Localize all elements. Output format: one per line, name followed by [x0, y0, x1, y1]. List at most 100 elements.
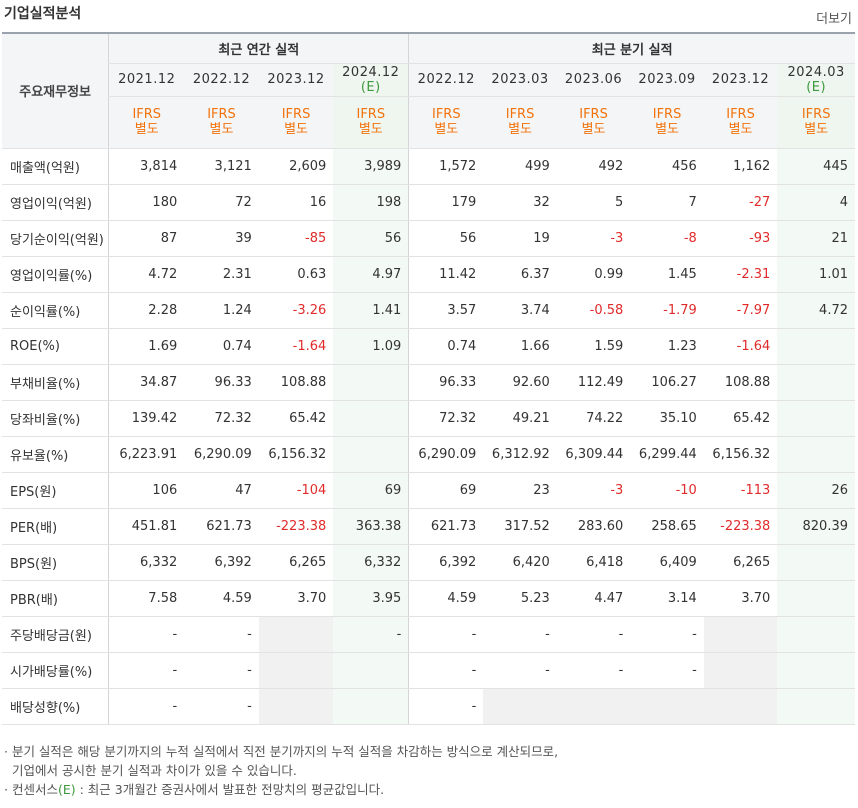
footnote-text: 분기 실적은 해당 분기까지의 누적 실적에서 직전 분기까지의 누적 실적을 … [11, 744, 559, 759]
table-cell: 3.57 [408, 292, 484, 329]
table-cell: 621.73 [184, 508, 259, 545]
table-cell: 72 [184, 184, 259, 221]
estimate-mark: (E) [806, 79, 827, 95]
table-cell: 6,265 [258, 544, 334, 581]
table-cell [556, 688, 631, 725]
table-cell: -104 [258, 471, 334, 509]
row-label: 배당성향(%) [2, 688, 109, 725]
quarterly-group-header: 최근 분기 실적 [408, 33, 855, 64]
table-row: 순이익률(%) 2.28 1.24 -3.26 1.41 3.57 3.74 -0.58 -1.… [2, 292, 855, 329]
table-cell: 49.21 [483, 400, 557, 437]
table-cell: - [408, 652, 484, 689]
corner-label: 주요재무정보 [2, 33, 109, 149]
table-cell: -1.64 [703, 328, 778, 365]
row-label: 주당배당금(원) [2, 615, 109, 653]
section-title: 기업실적분석 [4, 6, 82, 22]
table-cell: 26 [777, 471, 855, 509]
table-cell: 1.45 [630, 255, 704, 293]
more-link[interactable]: 더보기 [816, 12, 852, 27]
row-label: PER(배) [2, 508, 109, 545]
footnote-1: · 분기 실적은 해당 분기까지의 누적 실적에서 직전 분기까지의 누적 실적… [4, 744, 559, 759]
table-row: 당기순이익(억원) 87 39 -85 56 56 19 -3 -8 -93 21 [2, 220, 855, 257]
table-cell: 5.23 [483, 580, 557, 617]
table-cell: 0.74 [184, 328, 259, 365]
table-cell: 3,121 [184, 148, 259, 185]
table-cell [258, 652, 334, 689]
ifrs-basis-header: IFRS 별도 [408, 96, 484, 149]
table-cell: 108.88 [258, 363, 334, 401]
table-cell: 74.22 [556, 400, 631, 437]
table-cell: 6,290.09 [408, 436, 484, 473]
table-cell: 69 [408, 471, 484, 509]
table-cell: -85 [258, 220, 334, 257]
table-cell: 621.73 [408, 508, 484, 545]
table-cell: - [108, 688, 185, 725]
table-cell: 3,989 [333, 148, 409, 185]
table-cell: 4.47 [556, 580, 631, 617]
table-cell [333, 363, 409, 401]
table-cell: 258.65 [630, 508, 704, 545]
table-cell: 19 [483, 220, 557, 257]
table-cell: 11.42 [408, 255, 484, 293]
estimate-mark: (E) [57, 782, 76, 797]
table-cell: 6,312.92 [483, 436, 557, 473]
table-cell: -3 [556, 471, 631, 509]
footnotes: · 분기 실적은 해당 분기까지의 누적 실적에서 직전 분기까지의 누적 실적… [4, 742, 558, 799]
table-header: 주요재무정보 최근 연간 실적 최근 분기 실적 2021.12 2022.12 2… [2, 33, 855, 149]
table-cell [777, 652, 855, 689]
table-cell [483, 688, 557, 725]
period-header: 2022.12 [184, 63, 259, 97]
table-cell [777, 544, 855, 581]
period-header: 2023.12 [258, 63, 334, 97]
table-cell: 6,156.32 [703, 436, 778, 473]
table-cell: - [556, 652, 631, 689]
table-cell [333, 436, 409, 473]
row-label: 시가배당률(%) [2, 652, 109, 689]
table-cell: 21 [777, 220, 855, 257]
table-row: PER(배) 451.81 621.73 -223.38 363.38 621.73 317… [2, 508, 855, 545]
table-cell: 47 [184, 471, 259, 509]
table-cell: 6,156.32 [258, 436, 334, 473]
table-cell [777, 328, 855, 365]
period-header: 2023.03 [483, 63, 557, 97]
table-cell: 179 [408, 184, 484, 221]
table-row: 주당배당금(원) - - - - - - - [2, 615, 855, 653]
table-cell: 451.81 [108, 508, 185, 545]
table-cell: 6,223.91 [108, 436, 185, 473]
ifrs-basis-header: IFRS 별도 [258, 96, 334, 149]
table-cell: 1.23 [630, 328, 704, 365]
row-label: BPS(원) [2, 544, 109, 581]
table-cell: 3.70 [258, 580, 334, 617]
table-cell: -223.38 [258, 508, 334, 545]
table-cell: -8 [630, 220, 704, 257]
table-cell: 363.38 [333, 508, 409, 545]
period-header: 2023.12 [703, 63, 778, 97]
table-cell: 4.72 [108, 255, 185, 293]
row-label: 부채비율(%) [2, 363, 109, 401]
table-cell: 65.42 [258, 400, 334, 437]
table-cell: -113 [703, 471, 778, 509]
table-cell: 499 [483, 148, 557, 185]
table-cell: -93 [703, 220, 778, 257]
table-cell: 6,332 [108, 544, 185, 581]
table-cell: -7.97 [703, 292, 778, 329]
table-cell: 96.33 [184, 363, 259, 401]
ifrs-basis-header: IFRS 별도 [703, 96, 778, 149]
table-cell: 7.58 [108, 580, 185, 617]
table-cell: 56 [333, 220, 409, 257]
table-cell: - [108, 615, 185, 653]
table-cell: 1,162 [703, 148, 778, 185]
table-cell [777, 436, 855, 473]
table-body: 매출액(억원) 3,814 3,121 2,609 3,989 1,572 499 492 45… [2, 148, 855, 725]
table-row: EPS(원) 106 47 -104 69 69 23 -3 -10 -113 26 [2, 471, 855, 509]
table-cell: 3,814 [108, 148, 185, 185]
table-cell: 72.32 [184, 400, 259, 437]
table-cell: -27 [703, 184, 778, 221]
row-label: 순이익률(%) [2, 292, 109, 329]
table-cell: -223.38 [703, 508, 778, 545]
period-header: 2024.03 (E) [777, 63, 855, 97]
row-label: 당좌비율(%) [2, 400, 109, 437]
annual-group-header: 최근 연간 실적 [108, 33, 409, 64]
table-cell: 456 [630, 148, 704, 185]
table-cell: 198 [333, 184, 409, 221]
